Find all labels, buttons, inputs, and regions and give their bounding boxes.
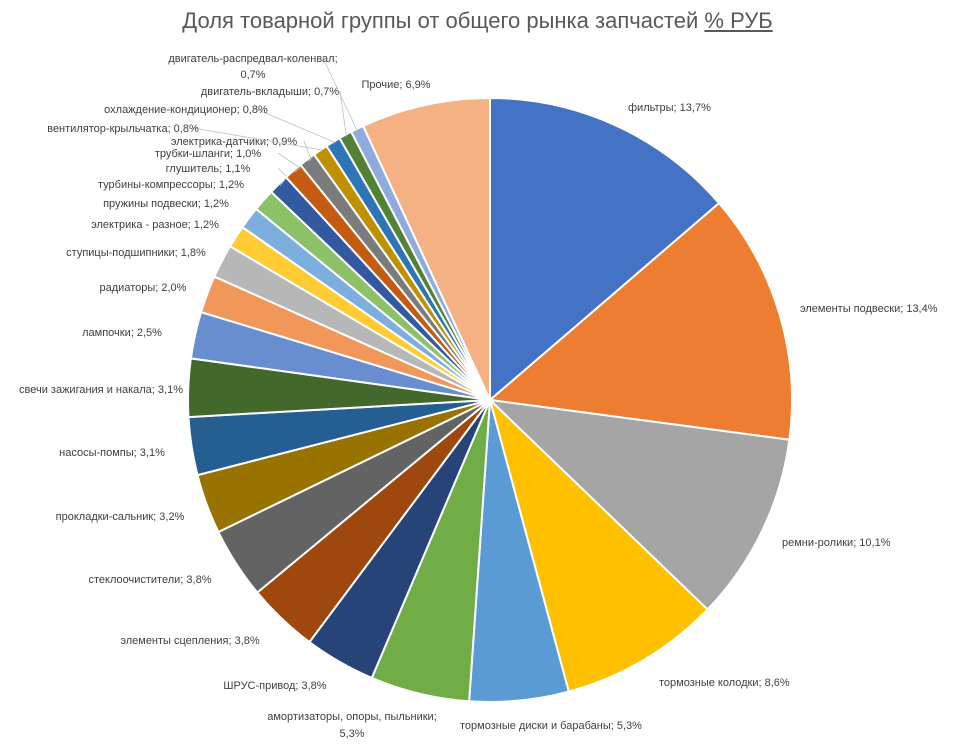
slice-label: турбины-компрессоры; 1,2% (98, 179, 244, 191)
pie-slice (487, 398, 791, 611)
leader-line (192, 127, 323, 153)
slice-label: вентилятор-крыльчатка; 0,8% (47, 123, 199, 135)
leader-line (339, 90, 347, 137)
slice-label: элементы сцепления; 3,8% (120, 635, 260, 647)
slice-label: тормозные диски и барабаны; 5,3% (460, 720, 642, 732)
leader-line (255, 108, 335, 144)
slice-label: электрика - разное; 1,2% (91, 219, 219, 231)
slice-label: охлаждение-кондиционер; 0,8% (104, 104, 268, 116)
leader-line (277, 152, 301, 173)
slice-label: Прочие; 6,9% (361, 79, 430, 91)
pie-slice (489, 96, 721, 403)
slice-label: ремни-ролики; 10,1% (782, 537, 891, 549)
slice-label: фильтры; 13,7% (628, 102, 711, 114)
slice-label-line2: 0,7% (240, 69, 265, 81)
slice-label: элементы подвески; 13,4% (800, 303, 938, 315)
slice-label: стеклоочистители; 3,8% (89, 574, 212, 586)
chart-title-main: Доля товарной группы от общего рынка зап… (182, 8, 699, 33)
slice-label: прокладки-сальник; 3,2% (56, 511, 185, 523)
slice-label: глушитель; 1,1% (166, 163, 251, 175)
slice-label: лампочки; 2,5% (82, 327, 162, 339)
pie-slice (488, 396, 709, 693)
slice-label: двигатель-распредвал-коленвал; (168, 53, 337, 65)
slice-label: свечи зажигания и накала; 3,1% (19, 384, 183, 396)
slice-label: амортизаторы, опоры, пыльники; (267, 711, 437, 723)
leader-line (322, 57, 359, 131)
slice-label: насосы-помпы; 3,1% (59, 447, 165, 459)
chart-title-unit: % РУБ (704, 8, 773, 33)
slice-label: тормозные колодки; 8,6% (659, 677, 790, 689)
slice-label: электрика-датчики; 0,9% (171, 136, 298, 148)
slice-label: ШРУС-привод; 3,8% (223, 680, 326, 692)
slice-label: трубки-шланги; 1,0% (155, 148, 262, 160)
slice-label: пружины подвески; 1,2% (103, 198, 229, 210)
pie-slice (487, 201, 793, 441)
chart-title: Доля товарной группы от общего рынка зап… (0, 8, 955, 34)
slice-label: двигатель-вкладыши; 0,7% (201, 86, 340, 98)
slice-label: ступицы-подшипники; 1,8% (66, 247, 206, 259)
slice-label-line2: 5,3% (339, 728, 364, 740)
slice-label: радиаторы; 2,0% (100, 282, 187, 294)
pie-slice (361, 96, 491, 401)
